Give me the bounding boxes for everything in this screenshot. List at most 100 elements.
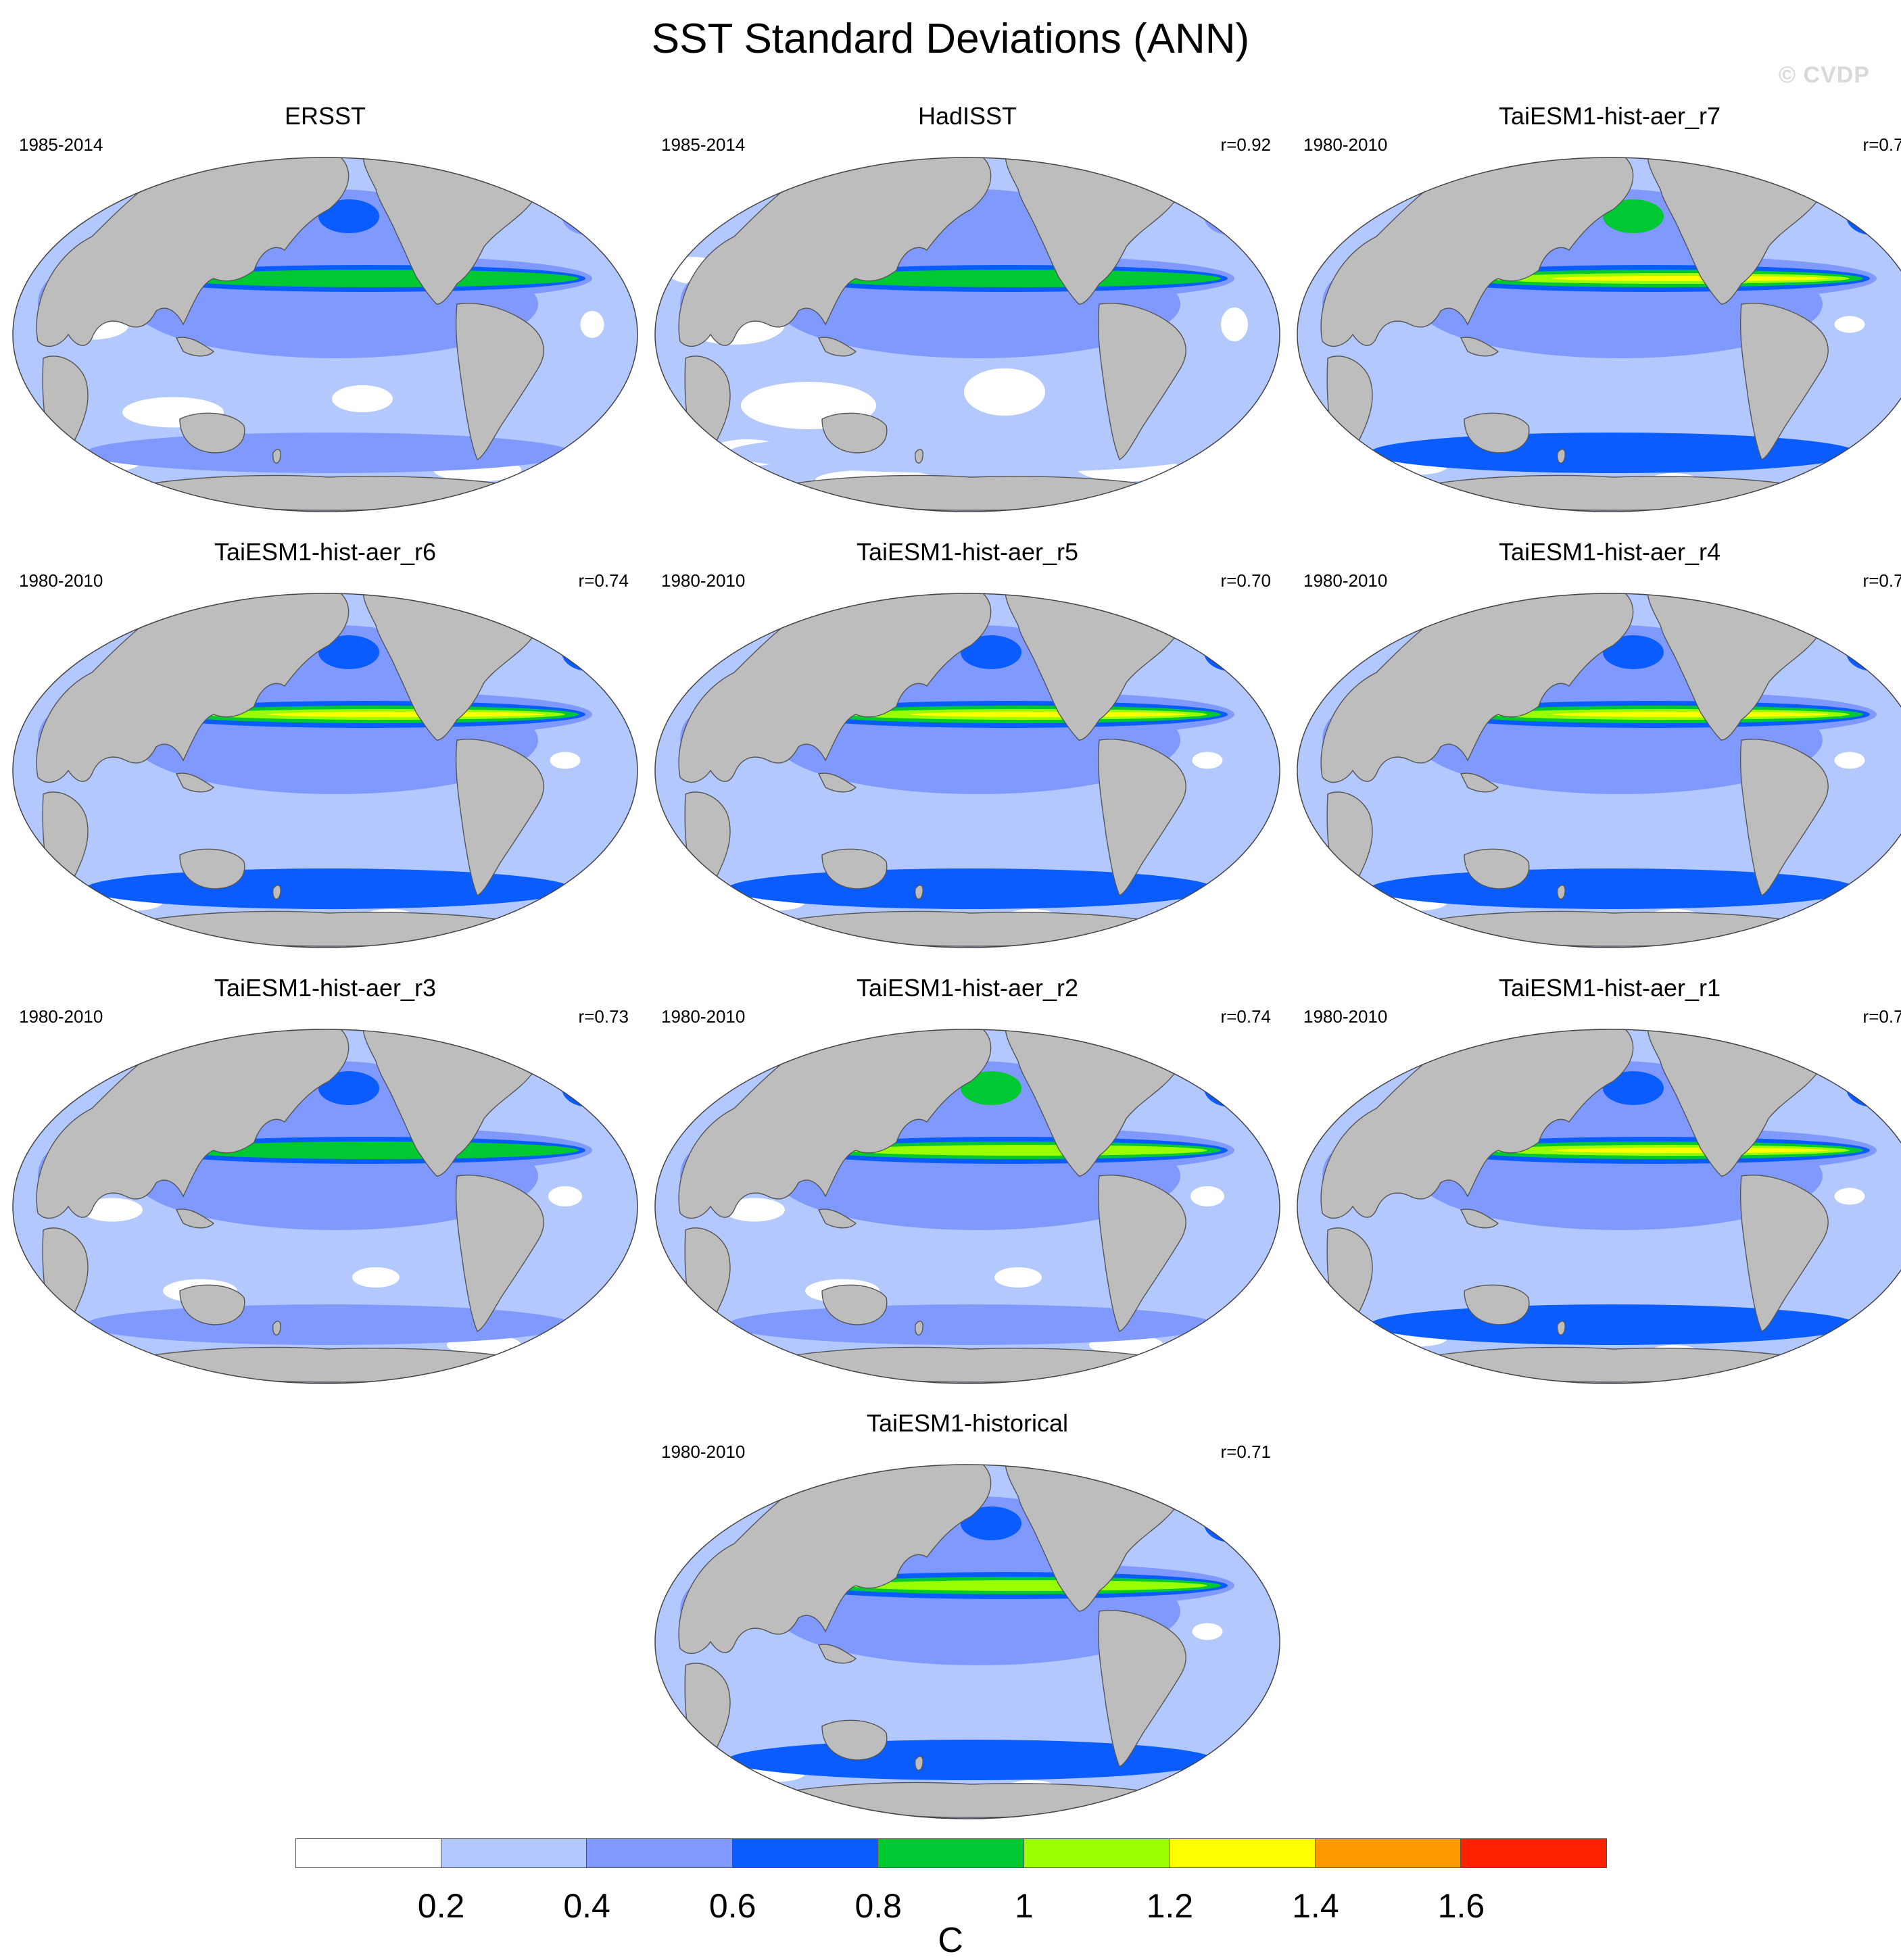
watermark: © CVDP (1779, 62, 1870, 88)
map-panel: TaiESM1-hist-aer_r1 1980-2010 r=0.71 (1295, 973, 1901, 1392)
map-svg (1297, 593, 1901, 948)
land-australia (821, 848, 888, 889)
north-pacific-core (961, 1071, 1021, 1105)
globe-outline (1297, 157, 1901, 512)
panel-period: 1980-2010 (661, 1442, 746, 1462)
map-svg (654, 1029, 1280, 1384)
land-nzealand (914, 885, 923, 900)
figure-title: SST Standard Deviations (ANN) (651, 16, 1250, 62)
land-australia (821, 412, 888, 454)
map-panel: TaiESM1-hist-aer_r3 1980-2010 r=0.73 (11, 973, 640, 1392)
map-panel: TaiESM1-hist-aer_r7 1980-2010 r=0.75 (1295, 101, 1901, 520)
colorbar-tick-label: 0.4 (563, 1887, 610, 1925)
land-nzealand (272, 885, 281, 900)
panel-title: TaiESM1-hist-aer_r1 (1498, 974, 1721, 1002)
low-variability-patch (1192, 1623, 1223, 1640)
low-variability-patch (964, 368, 1045, 416)
north-atlantic-core (1863, 1064, 1887, 1099)
land-seasia (1460, 773, 1499, 793)
low-variability-patch (332, 385, 393, 412)
map-svg (1297, 157, 1901, 512)
enso-tongue-contour (173, 270, 579, 287)
globe-outline (654, 1029, 1280, 1384)
panel-correlation: r=0.75 (1862, 134, 1901, 155)
land-nzealand (272, 1321, 281, 1336)
colorbar-box (1461, 1838, 1607, 1868)
north-atlantic-peak (1228, 629, 1238, 648)
globe-outline (12, 1029, 638, 1384)
land-seasia (817, 337, 857, 357)
southern-ocean-band (727, 1304, 1214, 1345)
enso-tongue-contour (815, 270, 1221, 287)
land-antarctica (773, 1782, 1182, 1818)
land-australia (179, 848, 245, 889)
low-variability-patch (1192, 752, 1223, 769)
land-greenland (1166, 1465, 1209, 1484)
land-antarctica (773, 910, 1182, 947)
southern-ocean-band (85, 868, 572, 909)
southern-ocean-band (1370, 1304, 1856, 1345)
north-atlantic-region (1846, 633, 1900, 671)
panel-correlation: r=0.74 (578, 570, 629, 591)
land-antarctica (130, 474, 540, 511)
land-samerica (455, 1175, 544, 1332)
north-atlantic-region (1846, 197, 1900, 235)
map-panel: TaiESM1-hist-aer_r5 1980-2010 r=0.70 (653, 537, 1282, 956)
panel-correlation: r=0.70 (1220, 570, 1271, 591)
low-variability-patch (1834, 1187, 1865, 1205)
north-atlantic-region (1846, 1069, 1900, 1107)
colorbar-box (878, 1838, 1024, 1868)
land-samerica (1739, 739, 1829, 896)
land-australia (1464, 1284, 1530, 1325)
low-variability-patch (1221, 308, 1248, 341)
panel-title: TaiESM1-hist-aer_r7 (1498, 102, 1721, 130)
colorbar-box (295, 1838, 441, 1868)
colorbar-tick-label: 1.4 (1292, 1887, 1339, 1925)
panel-correlation: r=0.71 (1862, 1006, 1901, 1027)
globe-outline (654, 157, 1280, 512)
map-panel: TaiESM1-hist-aer_r6 1980-2010 r=0.74 (11, 537, 640, 956)
enso-tongue-contour (1552, 1148, 1829, 1153)
north-atlantic-core (579, 1064, 603, 1099)
colorbar-box (1170, 1838, 1316, 1868)
enso-tongue-contour (173, 1142, 579, 1159)
land-seasia (175, 1208, 215, 1229)
north-atlantic-region (562, 633, 616, 671)
land-greenland (1166, 157, 1209, 176)
land-australia (1464, 848, 1530, 889)
map-svg (654, 157, 1280, 512)
north-atlantic-region (1204, 633, 1258, 671)
land-seasia (1460, 337, 1499, 357)
north-atlantic-core (1221, 1499, 1245, 1534)
land-samerica (455, 303, 544, 460)
colorbar-tick-label: 0.8 (855, 1887, 902, 1925)
low-variability-patch (352, 1267, 400, 1288)
colorbar (295, 1838, 1607, 1869)
panel-title: ERSST (284, 102, 366, 130)
panel-period: 1980-2010 (1303, 1006, 1388, 1027)
low-variability-patch (550, 752, 581, 769)
colorbar-box (587, 1838, 733, 1868)
north-atlantic-peak (1228, 1500, 1238, 1519)
north-atlantic-peak (585, 1065, 596, 1084)
land-samerica (1097, 303, 1186, 460)
land-nzealand (1556, 449, 1566, 464)
globe-outline (12, 593, 638, 948)
north-pacific-core (1603, 1071, 1664, 1105)
map-panel: HadISST 1985-2014 r=0.92 (653, 101, 1282, 520)
colorbar-tick-label: 1.2 (1146, 1887, 1194, 1925)
low-variability-patch (1834, 316, 1865, 333)
enso-tongue-contour (268, 712, 545, 717)
land-seasia (817, 773, 857, 793)
enso-tongue-contour (849, 1145, 1207, 1156)
map-svg (654, 1464, 1280, 1819)
map-svg (12, 157, 638, 512)
land-greenland (1166, 1029, 1209, 1048)
panel-period: 1985-2014 (661, 134, 746, 155)
panel-title: TaiESM1-hist-aer_r5 (856, 538, 1079, 566)
north-pacific-core (961, 635, 1021, 669)
southern-ocean-band (727, 433, 1214, 473)
enso-tongue-contour (849, 1580, 1207, 1591)
panel-title: TaiESM1-hist-aer_r6 (214, 538, 437, 566)
land-australia (179, 1284, 245, 1325)
